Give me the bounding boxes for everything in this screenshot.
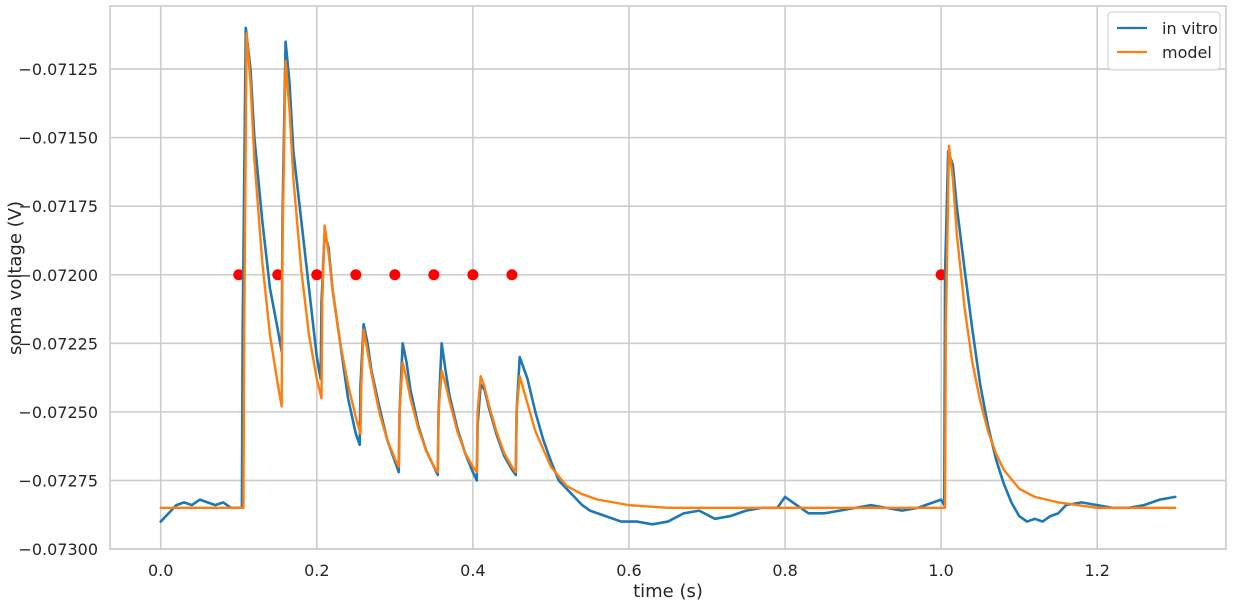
y-tick-label: −0.07125 <box>18 60 98 79</box>
stimulus-marker <box>272 269 284 281</box>
y-tick-label: −0.07300 <box>18 540 98 559</box>
legend-label-in-vitro: in vitro <box>1162 19 1218 38</box>
series-line-model <box>159 32 1177 510</box>
y-axis-label: soma voltage (V) <box>5 201 26 355</box>
y-tick-label: −0.07150 <box>18 129 98 148</box>
stimulus-markers <box>233 269 947 281</box>
x-tick-label: 1.2 <box>1085 561 1110 580</box>
x-tick-label: 0.6 <box>616 561 641 580</box>
stimulus-marker <box>311 269 323 281</box>
stimulus-marker <box>428 269 440 281</box>
y-tick-label: −0.07175 <box>18 197 98 216</box>
stimulus-marker <box>350 269 362 281</box>
plot-background <box>110 6 1226 549</box>
x-tick-label: 0.2 <box>304 561 329 580</box>
stimulus-marker <box>506 269 518 281</box>
legend: in vitro model <box>1107 11 1221 71</box>
y-axis-ticks: −0.07125 −0.07150 −0.07175 −0.07200 −0.07225… <box>18 60 98 559</box>
x-tick-label: 1.0 <box>928 561 953 580</box>
y-tick-label: −0.07250 <box>18 403 98 422</box>
y-tick-label: −0.07275 <box>18 471 98 490</box>
x-tick-label: 0.0 <box>148 561 173 580</box>
series-lines <box>159 26 1177 526</box>
stimulus-marker <box>233 269 245 281</box>
legend-label-model: model <box>1162 43 1212 62</box>
stimulus-marker <box>389 269 401 281</box>
x-tick-label: 0.8 <box>772 561 797 580</box>
y-tick-label: −0.07225 <box>18 334 98 353</box>
x-axis-label: time (s) <box>633 581 703 602</box>
stimulus-marker <box>467 269 479 281</box>
x-axis-ticks: 0.0 0.2 0.4 0.6 0.8 1.0 1.2 <box>148 561 1110 580</box>
x-tick-label: 0.4 <box>460 561 485 580</box>
y-tick-label: −0.07200 <box>18 266 98 285</box>
plot-frame <box>109 5 1227 550</box>
legend-box <box>1107 11 1221 71</box>
